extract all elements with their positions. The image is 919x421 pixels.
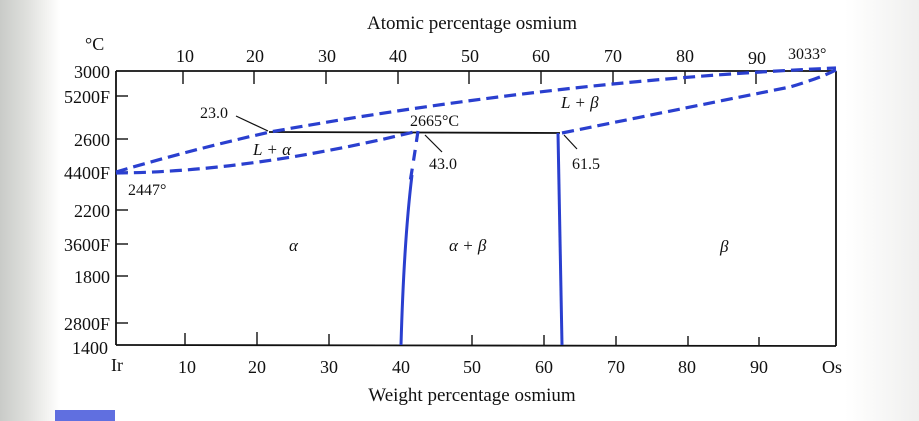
beta-solvus-line	[556, 132, 564, 346]
figure-caption-fragment	[55, 410, 115, 421]
solidus-beta-line	[561, 68, 837, 135]
region-alpha: α	[289, 236, 299, 255]
region-l-plus-alpha: L + α	[252, 140, 292, 159]
svg-text:30: 30	[318, 46, 336, 66]
svg-text:4400F: 4400F	[64, 163, 110, 183]
solidus-alpha-line	[115, 129, 419, 175]
annotation-2447: 2447°	[128, 182, 166, 199]
svg-text:50: 50	[463, 357, 481, 377]
svg-text:Os: Os	[822, 357, 842, 377]
fahrenheit-tick-labels: 5200F 4400F 3600F 2800F	[64, 87, 110, 334]
atomic-tick-labels: 10 20 30 40 50 60 70 80 90	[176, 46, 766, 68]
annotation-2665: 2665°C	[410, 113, 459, 130]
svg-text:10: 10	[176, 46, 194, 66]
annotation-23-0: 23.0	[200, 105, 228, 122]
svg-text:90: 90	[750, 357, 768, 377]
alpha-solvus-solid	[399, 174, 414, 346]
region-l-plus-beta: L + β	[560, 93, 599, 112]
svg-text:2600: 2600	[74, 130, 110, 150]
svg-text:2200: 2200	[74, 201, 110, 221]
annotations: 3033° 2447° 23.0 2665°C 43.0 61.5	[128, 46, 826, 199]
svg-text:1800: 1800	[74, 267, 110, 287]
svg-text:30: 30	[320, 357, 338, 377]
annotation-3033: 3033°	[788, 46, 826, 63]
svg-text:60: 60	[532, 46, 550, 66]
celsius-unit: °C	[85, 34, 104, 54]
plot-frame	[115, 70, 837, 347]
bottom-axis-title: Weight percentage osmium	[368, 385, 576, 406]
annotation-43-0: 43.0	[429, 156, 457, 173]
svg-text:40: 40	[389, 46, 407, 66]
region-alpha-plus-beta: α + β	[449, 236, 487, 255]
svg-text:1400: 1400	[72, 338, 108, 358]
celsius-tick-labels: 3000 2600 2200 1800 1400	[72, 62, 110, 358]
svg-text:80: 80	[678, 357, 696, 377]
svg-text:40: 40	[392, 357, 410, 377]
svg-text:70: 70	[604, 46, 622, 66]
weight-ticks	[184, 332, 760, 345]
svg-text:10: 10	[178, 357, 196, 377]
annotation-61-5: 61.5	[572, 156, 600, 173]
svg-text:5200F: 5200F	[64, 87, 110, 107]
weight-tick-labels: Ir 10 20 30 40 50 60 70 80 90 Os	[111, 355, 842, 377]
svg-text:Ir: Ir	[111, 355, 123, 375]
svg-text:80: 80	[676, 46, 694, 66]
phase-boundaries	[115, 66, 837, 346]
page-bleed-through	[845, 0, 919, 421]
svg-text:70: 70	[607, 357, 625, 377]
svg-text:50: 50	[461, 46, 479, 66]
svg-text:90: 90	[748, 48, 766, 68]
region-labels: L + α L + β α α + β β	[252, 93, 729, 256]
region-beta: β	[719, 237, 729, 256]
leader-lines	[235, 115, 578, 153]
page-gutter-shadow	[0, 0, 60, 421]
svg-text:3000: 3000	[74, 62, 110, 82]
peritectic-isotherm	[268, 131, 561, 134]
svg-text:3600F: 3600F	[64, 235, 110, 255]
temperature-ticks	[116, 95, 128, 324]
svg-text:60: 60	[535, 357, 553, 377]
svg-text:20: 20	[248, 357, 266, 377]
top-axis-title: Atomic percentage osmium	[367, 13, 577, 34]
svg-text:2800F: 2800F	[64, 314, 110, 334]
alpha-solvus-dashed	[408, 130, 420, 183]
svg-text:20: 20	[246, 46, 264, 66]
